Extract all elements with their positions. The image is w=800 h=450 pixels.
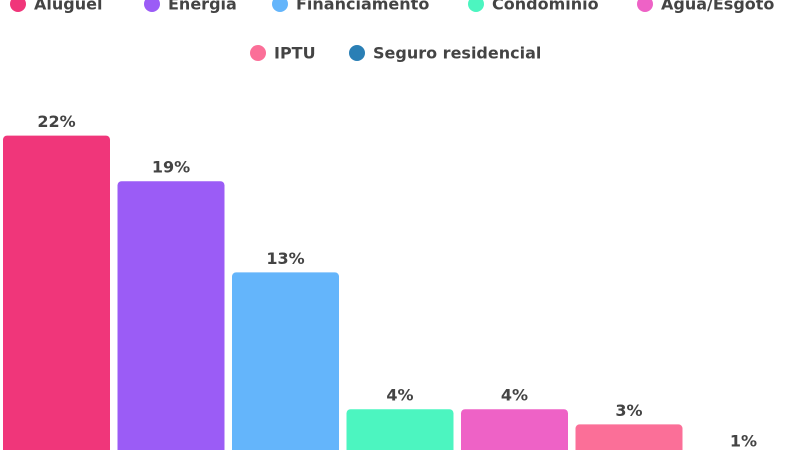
bar: [3, 135, 110, 450]
value-label: 22%: [37, 112, 75, 131]
legend-label: Seguro residencial: [373, 44, 541, 63]
legend-label: Água/Esgoto: [661, 0, 774, 14]
legend-swatch: [637, 0, 653, 12]
legend-swatch: [250, 45, 266, 61]
legend-swatch: [10, 0, 26, 12]
bar: [346, 409, 454, 450]
legend-swatch: [468, 0, 484, 12]
legend-swatch: [144, 0, 160, 12]
bar: [117, 181, 225, 450]
legend-swatch: [349, 45, 365, 61]
bar: [461, 409, 568, 450]
value-label: 1%: [730, 431, 757, 450]
value-label: 19%: [152, 158, 190, 177]
bar: [575, 424, 683, 450]
value-label: 13%: [266, 249, 304, 268]
legend-label: IPTU: [274, 44, 316, 63]
legend-label: Aluguel: [34, 0, 102, 14]
bar: [232, 272, 339, 450]
legend-label: Financiamento: [296, 0, 429, 14]
legend-swatch: [272, 0, 288, 12]
legend-label: Condomínio: [492, 0, 599, 14]
value-label: 4%: [501, 386, 528, 405]
value-label: 3%: [615, 401, 642, 420]
value-label: 4%: [386, 386, 413, 405]
legend-label: Energia: [168, 0, 237, 14]
